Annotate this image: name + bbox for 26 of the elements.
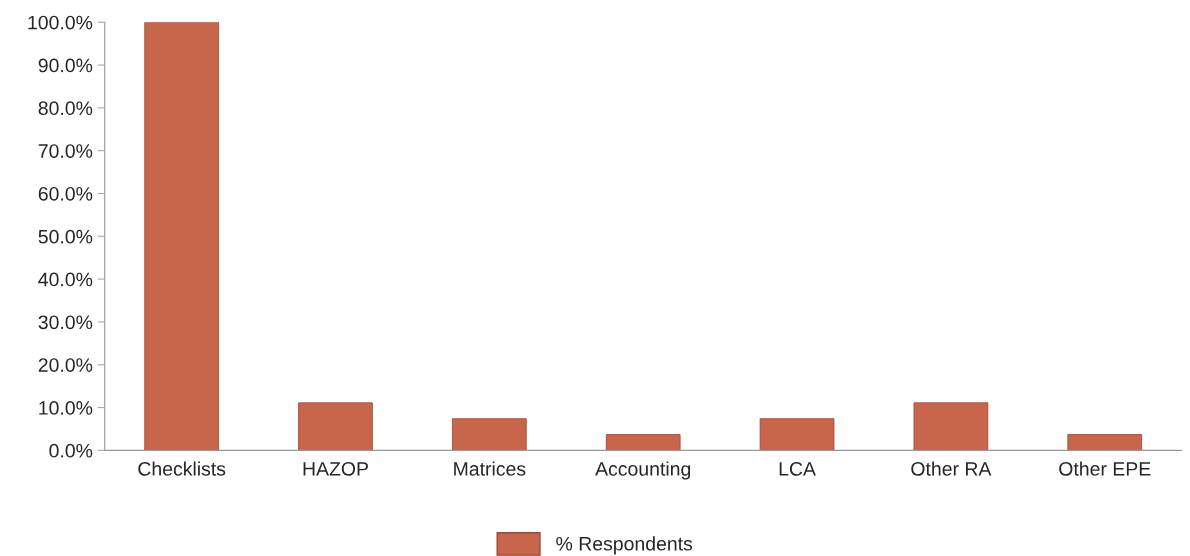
y-tick-label: 40.0%: [38, 272, 93, 287]
bar: [452, 418, 527, 451]
y-tick-label: 60.0%: [38, 186, 93, 201]
bar: [913, 402, 989, 451]
y-tick-label: 80.0%: [38, 101, 93, 116]
bar: [605, 434, 681, 451]
x-tick-label: Accounting: [595, 461, 691, 480]
y-tick-label: 90.0%: [38, 58, 93, 73]
x-tick-label: Other EPE: [1059, 461, 1151, 476]
x-tick-label: Checklists: [138, 461, 226, 476]
y-tick-label: 100.0%: [28, 15, 93, 30]
bar: [1067, 434, 1143, 451]
bar: [298, 402, 373, 451]
y-tick-label: 70.0%: [38, 144, 93, 158]
y-tick-label: 0.0%: [49, 443, 93, 458]
legend-label: % Respondents: [556, 536, 693, 555]
x-tick-label: Other RA: [911, 461, 992, 476]
x-tick-label: HAZOP: [303, 461, 368, 476]
x-tick-label: LCA: [779, 461, 816, 476]
y-tick-label: 30.0%: [38, 315, 93, 330]
y-tick-label: 50.0%: [38, 229, 93, 244]
bar: [759, 418, 835, 451]
y-tick-label: 10.0%: [39, 401, 93, 415]
bar: [144, 22, 219, 451]
x-tick-label: Matrices: [454, 461, 526, 476]
y-tick-label: 20.0%: [38, 358, 93, 372]
